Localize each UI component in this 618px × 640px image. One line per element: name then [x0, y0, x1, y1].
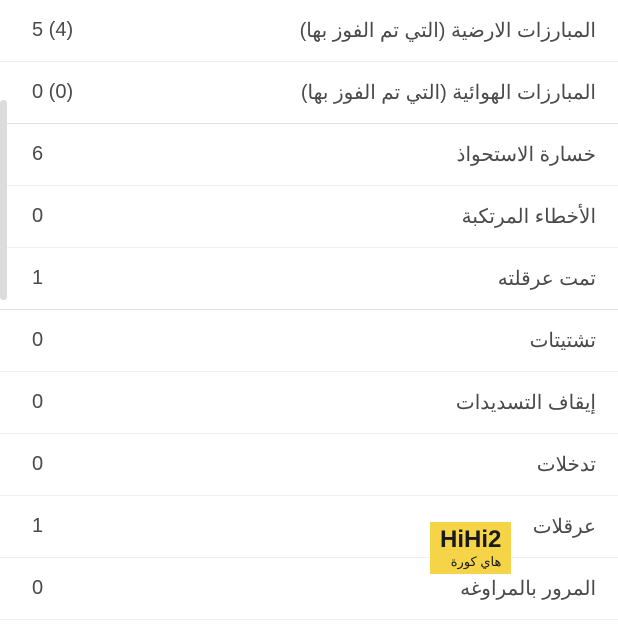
watermark: HiHi2 هاي كورة [430, 522, 511, 574]
watermark-sub: هاي كورة [440, 554, 501, 570]
stat-label-tackles: عرقلات [43, 514, 596, 539]
stat-row: المبارزات الهوائية (التي تم الفوز بها) 0… [0, 62, 618, 124]
stat-value: 0 (0) [28, 81, 73, 104]
stat-value: 0 [28, 205, 43, 228]
stat-label-aerial-duels: المبارزات الهوائية (التي تم الفوز بها) [73, 80, 596, 105]
stat-value: 0 [28, 329, 43, 352]
stat-row: المبارزات الارضية (التي تم الفوز بها) 5 … [0, 0, 618, 62]
stats-list: المبارزات الارضية (التي تم الفوز بها) 5 … [0, 0, 618, 620]
stat-label-blocked-shots: إيقاف التسديدات [43, 390, 596, 415]
scrollbar-indicator[interactable] [0, 100, 7, 300]
stat-label-ground-duels: المبارزات الارضية (التي تم الفوز بها) [73, 18, 596, 43]
stat-row: تمت عرقلته 1 [0, 248, 618, 310]
stat-row: خسارة الاستحواذ 6 [0, 124, 618, 186]
stat-value: 6 [28, 143, 43, 166]
stat-value: 5 (4) [28, 19, 73, 42]
stat-row: المرور بالمراوغه 0 [0, 558, 618, 620]
stat-row: تشتيتات 0 [0, 310, 618, 372]
stat-row: إيقاف التسديدات 0 [0, 372, 618, 434]
stat-value: 1 [28, 515, 43, 538]
stat-value: 1 [28, 267, 43, 290]
watermark-brand: HiHi2 [440, 528, 501, 552]
stat-label-interceptions: تدخلات [43, 452, 596, 477]
stat-label-possession-lost: خسارة الاستحواذ [43, 142, 596, 167]
stat-value: 0 [28, 577, 43, 600]
stat-label-was-fouled: تمت عرقلته [43, 266, 596, 291]
stat-label-fouls-committed: الأخطاء المرتكبة [43, 204, 596, 229]
stat-row: عرقلات 1 [0, 496, 618, 558]
stat-row: الأخطاء المرتكبة 0 [0, 186, 618, 248]
stat-row: تدخلات 0 [0, 434, 618, 496]
stat-value: 0 [28, 453, 43, 476]
stat-label-dribbled-past: المرور بالمراوغه [43, 576, 596, 601]
stat-value: 0 [28, 391, 43, 414]
stat-label-clearances: تشتيتات [43, 328, 596, 353]
